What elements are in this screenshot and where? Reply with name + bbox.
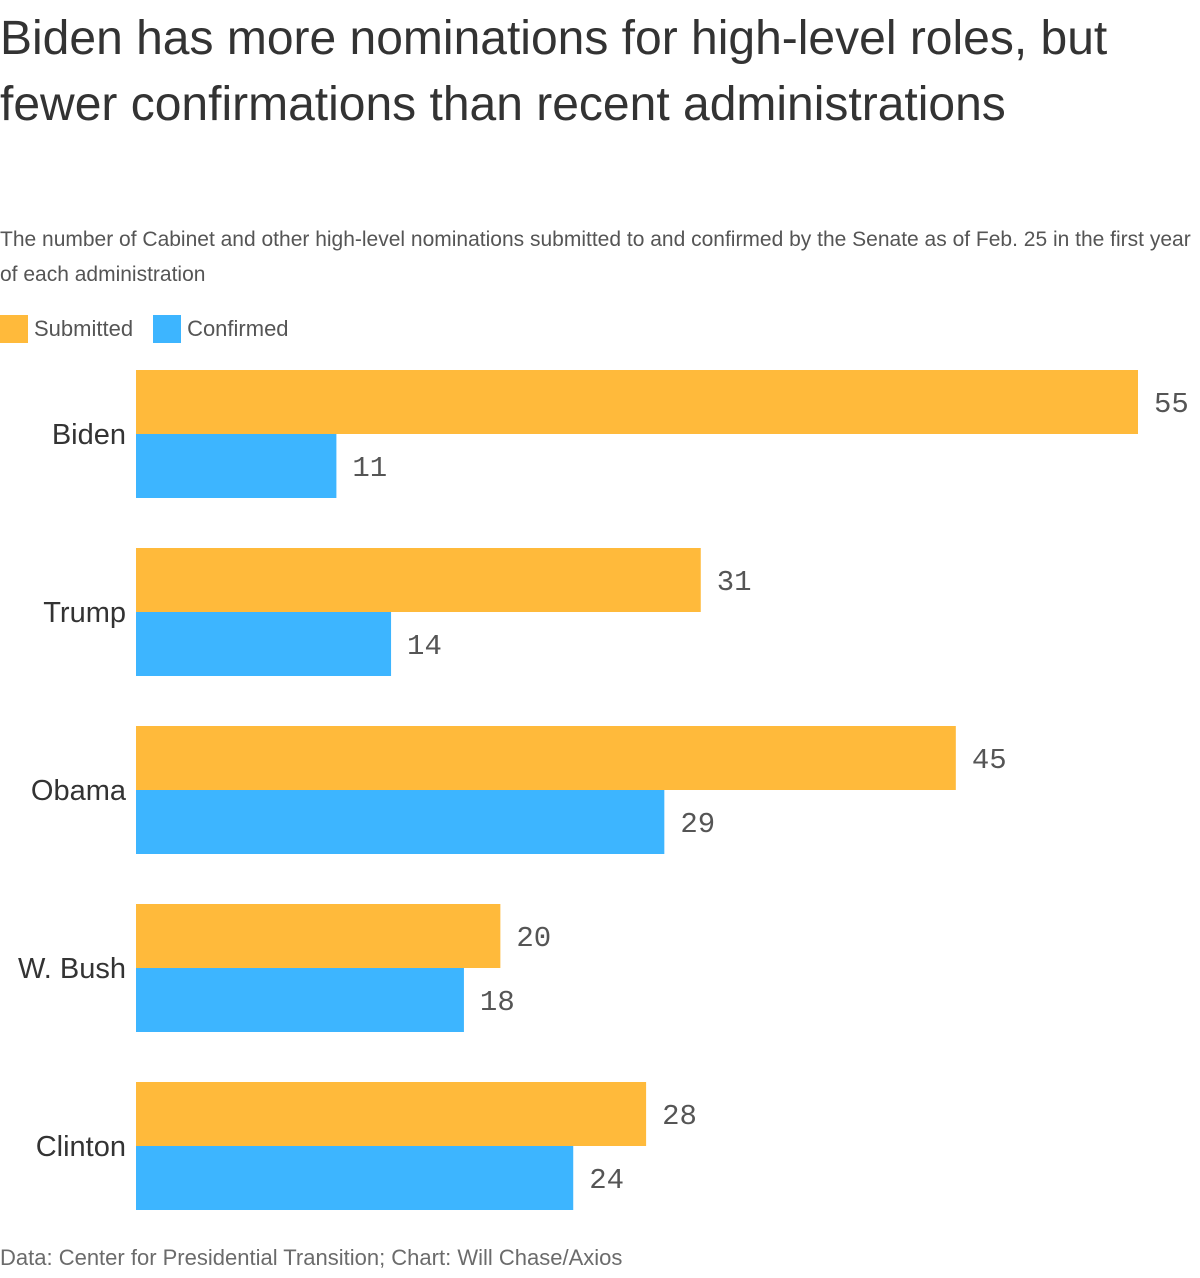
source-note: Data: Center for Presidential Transition… xyxy=(0,1245,623,1270)
legend: Submitted Confirmed xyxy=(0,314,309,344)
data-label-submitted-clinton: 28 xyxy=(662,1100,697,1133)
data-label-submitted-obama: 45 xyxy=(972,744,1007,777)
legend-label-confirmed: Confirmed xyxy=(187,316,289,341)
bar-submitted-biden xyxy=(136,370,1138,434)
legend-label-submitted: Submitted xyxy=(34,316,134,341)
chart-subtitle: The number of Cabinet and other high-lev… xyxy=(0,228,1191,286)
bar-submitted-trump xyxy=(136,548,701,612)
category-label-obama: Obama xyxy=(31,775,127,807)
bar-submitted-obama xyxy=(136,726,956,790)
bar-confirmed-trump xyxy=(136,612,392,676)
category-label-biden: Biden xyxy=(52,419,126,451)
data-label-submitted-trump: 31 xyxy=(717,566,752,599)
chart-title: Biden has more nominations for high-leve… xyxy=(0,12,1108,131)
category-label-trump: Trump xyxy=(43,597,126,629)
legend-item-submitted: Submitted xyxy=(0,315,133,343)
category-label-clinton: Clinton xyxy=(36,1131,126,1163)
data-label-confirmed-biden: 11 xyxy=(352,452,387,485)
bar-confirmed-clinton xyxy=(136,1146,574,1210)
bar-confirmed-w-bush xyxy=(136,968,464,1032)
data-label-confirmed-trump: 14 xyxy=(407,630,442,663)
category-label-w-bush: W. Bush xyxy=(18,953,126,985)
data-label-submitted-biden: 55 xyxy=(1154,388,1189,421)
bar-confirmed-biden xyxy=(136,434,337,498)
legend-swatch-submitted xyxy=(0,315,28,343)
bar-submitted-w-bush xyxy=(136,904,501,968)
legend-swatch-confirmed xyxy=(153,315,182,343)
data-label-confirmed-clinton: 24 xyxy=(589,1164,624,1197)
data-label-confirmed-w-bush: 18 xyxy=(480,986,515,1019)
data-label-submitted-w-bush: 20 xyxy=(516,922,551,955)
legend-item-confirmed: Confirmed xyxy=(153,315,289,343)
data-label-confirmed-obama: 29 xyxy=(680,808,715,841)
bar-submitted-clinton xyxy=(136,1082,647,1146)
bar-confirmed-obama xyxy=(136,790,665,854)
